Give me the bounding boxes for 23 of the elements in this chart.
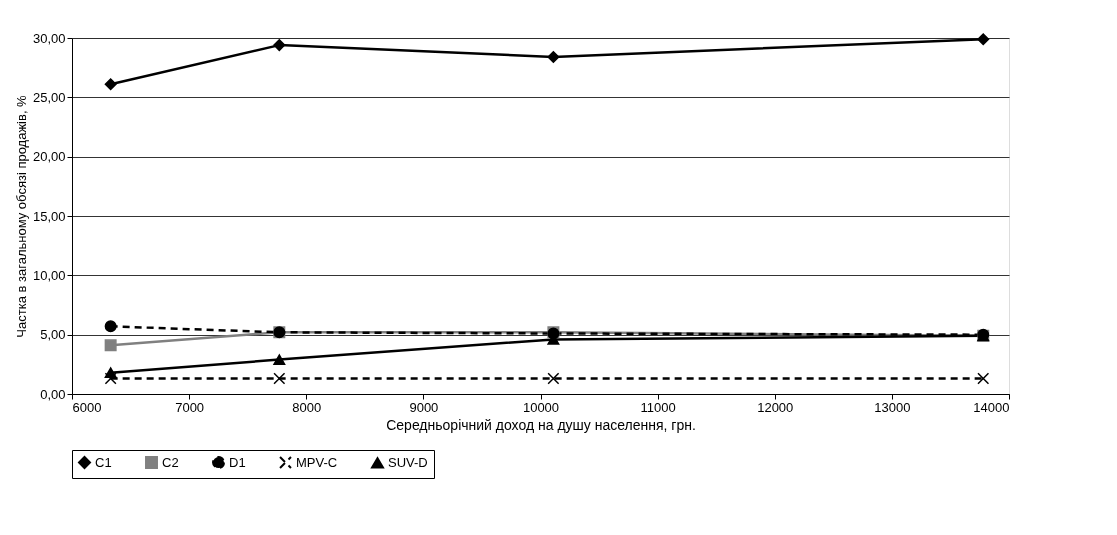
x-tick-label: 6000 [72, 399, 102, 415]
y-tick-label: 25,00 [32, 89, 66, 105]
y-tick-label: 15,00 [32, 208, 66, 224]
legend-label: C2 [162, 454, 179, 470]
y-tick-label: 10,00 [32, 267, 66, 283]
x-tick-label: 12000 [757, 399, 794, 415]
y-tick-label: 5,00 [40, 327, 66, 343]
legend-label: D1 [229, 454, 246, 470]
x-tick-label: 14000 [973, 399, 1010, 415]
legend-label: C1 [95, 454, 112, 470]
x-tick-label: 8000 [292, 399, 322, 415]
y-tick-label: 0,00 [40, 386, 66, 402]
x-tick-label: 7000 [175, 399, 205, 415]
x-tick-label: 13000 [874, 399, 911, 415]
legend-label: MPV-C [296, 454, 338, 470]
x-tick-label: 9000 [409, 399, 439, 415]
y-tick-label: 30,00 [32, 30, 66, 46]
y-axis-title: Частка в загальному обсязі продажів, % [13, 94, 29, 338]
x-tick-label: 10000 [522, 399, 560, 415]
x-tick-label: 11000 [640, 399, 676, 415]
y-tick-label: 20,00 [32, 149, 66, 165]
x-axis-title: Середньорічний доход на душу населення, грн. [386, 416, 696, 433]
legend-label: SUV-D [388, 454, 428, 470]
